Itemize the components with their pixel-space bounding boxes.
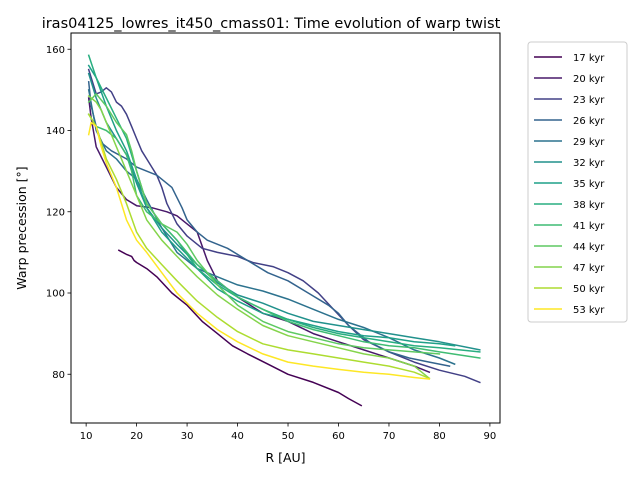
legend-label-6: 35 kyr [573,179,605,190]
x-tick-label: 70 [383,431,396,442]
legend-label-9: 44 kyr [573,242,605,253]
x-axis: 10 20 30 40 50 60 70 80 90 [80,423,496,442]
legend: 17 kyr 20 kyr 23 kyr 26 kyr 29 kyr 32 kyr 35 k… [527,41,628,323]
y-axis-label: Warp precession [°] [14,166,29,289]
y-tick-label: 80 [52,370,65,381]
legend-label-5: 32 kyr [573,158,605,169]
x-axis-label: R [AU] [265,450,305,465]
y-tick-label: 160 [46,45,65,56]
series-line-3 [87,80,451,367]
y-axis: 80 100 120 140 160 [46,45,71,381]
legend-label-3: 26 kyr [573,116,605,127]
legend-label-4: 29 kyr [573,137,605,148]
legend-label-0: 17 kyr [573,53,605,64]
y-tick-label: 120 [46,207,65,218]
y-tick-label: 100 [46,289,65,300]
x-tick-label: 60 [332,431,345,442]
x-tick-label: 50 [282,431,295,442]
x-tick-label: 80 [433,431,446,442]
series-line-12 [87,121,431,380]
series-line-0 [117,249,363,407]
legend-label-12: 53 kyr [573,305,605,316]
chart-title: iras04125_lowres_it450_cmass01: Time evo… [42,16,501,32]
x-tick-label: 20 [130,431,143,442]
series-line-6 [87,64,456,347]
x-tick-label: 40 [231,431,244,442]
legend-label-11: 50 kyr [573,284,605,295]
legend-label-10: 47 kyr [573,263,605,274]
x-tick-label: 90 [484,431,497,442]
legend-label-8: 41 kyr [573,221,605,232]
series-line-9 [87,93,441,355]
x-tick-label: 30 [181,431,194,442]
x-tick-label: 10 [80,431,93,442]
series-line-11 [87,113,431,380]
plot-series [87,54,481,407]
legend-label-2: 23 kyr [573,95,605,106]
legend-label-1: 20 kyr [573,74,605,85]
legend-frame [527,41,628,323]
y-tick-label: 140 [46,126,65,137]
plot-frame [70,32,501,424]
legend-label-7: 38 kyr [573,200,605,211]
series-line-10 [87,94,431,380]
series-line-4 [87,89,456,366]
